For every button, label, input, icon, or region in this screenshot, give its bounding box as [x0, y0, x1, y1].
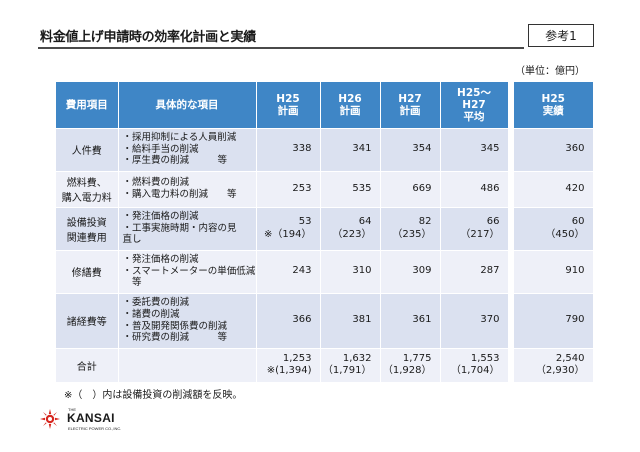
- row-category: 人件費: [56, 128, 119, 172]
- value-average: 345: [440, 128, 509, 172]
- logo-small-text: THE: [68, 407, 76, 412]
- value-average: 287: [440, 250, 509, 294]
- value-h26: 535: [320, 171, 381, 208]
- value-actual: 420: [508, 171, 594, 208]
- company-logo: THE KANSAI ELECTRIC POWER CO.,INC.: [40, 405, 122, 435]
- row-category: 設備投資 関連費用: [56, 207, 119, 251]
- table-row: 420: [508, 171, 594, 208]
- total-row: 2,540 （2,930）: [508, 348, 594, 383]
- row-details: [118, 348, 257, 383]
- table-row: 設備投資 関連費用 ・発注価格の削減 ・工事実施時期・内容の見 直し 53 ※（194）…: [56, 207, 509, 251]
- value-h25: 338: [256, 128, 321, 172]
- value-actual: 790: [508, 293, 594, 349]
- value-h25: 366: [256, 293, 321, 349]
- row-category: 合計: [56, 348, 119, 383]
- value-actual: 910: [508, 250, 594, 294]
- value-average: 66 （217）: [440, 207, 509, 251]
- table-row: 燃料費、 購入電力料 ・燃料費の削減 ・購入電力料の削減 等 253 535 669…: [56, 171, 509, 208]
- value-h27: 669: [380, 171, 441, 208]
- value-h27: 361: [380, 293, 441, 349]
- row-details: ・発注価格の削減 ・スマートメーターの単価低減 等: [118, 250, 257, 294]
- row-details: ・発注価格の削減 ・工事実施時期・内容の見 直し: [118, 207, 257, 251]
- value-actual: 2,540 （2,930）: [508, 348, 594, 383]
- row-category: 諸経費等: [56, 293, 119, 349]
- value-h27: 354: [380, 128, 441, 172]
- value-h25: 253: [256, 171, 321, 208]
- value-h27: 309: [380, 250, 441, 294]
- title-underline: [38, 47, 524, 49]
- header-h25-actual: H25 実績: [508, 82, 594, 129]
- header-detail: 具体的な項目: [118, 82, 257, 129]
- table-row: 360: [508, 128, 594, 172]
- reference-label: 参考1: [528, 24, 594, 47]
- value-average: 1,553 （1,704）: [440, 348, 509, 383]
- value-average: 370: [440, 293, 509, 349]
- header-h26-plan: H26 計画: [320, 82, 381, 129]
- page-title: 料金値上げ申請時の効率化計画と実績: [40, 30, 256, 45]
- value-h25: 1,253 ※(1,394): [256, 348, 321, 383]
- kansai-sun-icon: [40, 409, 60, 429]
- value-actual: 60 （450）: [508, 207, 594, 251]
- value-actual: 360: [508, 128, 594, 172]
- value-h27: 82 （235）: [380, 207, 441, 251]
- row-category: 燃料費、 購入電力料: [56, 171, 119, 208]
- value-h26: 64 （223）: [320, 207, 381, 251]
- row-category: 修繕費: [56, 250, 119, 294]
- table-row: 諸経費等 ・委託費の削減 ・諸費の削減 ・普及開発関係費の削減 ・研究費の削減 等 3…: [56, 293, 509, 349]
- logo-subtitle: ELECTRIC POWER CO.,INC.: [68, 426, 122, 431]
- value-h26: 381: [320, 293, 381, 349]
- total-row: 合計 1,253 ※(1,394) 1,632 （1,791） 1,775 （1,92…: [56, 348, 509, 383]
- unit-label: （単位：億円）: [515, 66, 585, 77]
- table-row: 60 （450）: [508, 207, 594, 251]
- value-average: 486: [440, 171, 509, 208]
- value-h26: 1,632 （1,791）: [320, 348, 381, 383]
- actual-results-table: H25 実績 360 420 60 （450） 910 790 2,540 （2,93…: [508, 82, 594, 383]
- table-row: 790: [508, 293, 594, 349]
- value-h25: 243: [256, 250, 321, 294]
- value-h25: 53 ※（194）: [256, 207, 321, 251]
- table-row: 人件費 ・採用抑制による人員削減 ・給料手当の削減 ・厚生費の削減 等 338 34…: [56, 128, 509, 172]
- row-details: ・委託費の削減 ・諸費の削減 ・普及開発関係費の削減 ・研究費の削減 等: [118, 293, 257, 349]
- header-h25-plan: H25 計画: [256, 82, 321, 129]
- footnote: ※（ ）内は設備投資の削減額を反映。: [64, 390, 243, 401]
- logo-wordmark: KANSAI: [67, 411, 115, 425]
- table-row: 修繕費 ・発注価格の削減 ・スマートメーターの単価低減 等 243 310 309…: [56, 250, 509, 294]
- value-h27: 1,775 （1,928）: [380, 348, 441, 383]
- header-average: H25～ H27 平均: [440, 82, 509, 129]
- table-row: 910: [508, 250, 594, 294]
- value-h26: 310: [320, 250, 381, 294]
- efficiency-plan-table: 費用項目 具体的な項目 H25 計画 H26 計画 H27 計画 H25～ H27 平均 …: [56, 82, 509, 383]
- header-h27-plan: H27 計画: [380, 82, 441, 129]
- row-details: ・採用抑制による人員削減 ・給料手当の削減 ・厚生費の削減 等: [118, 128, 257, 172]
- value-h26: 341: [320, 128, 381, 172]
- row-details: ・燃料費の削減 ・購入電力料の削減 等: [118, 171, 257, 208]
- header-category: 費用項目: [56, 82, 119, 129]
